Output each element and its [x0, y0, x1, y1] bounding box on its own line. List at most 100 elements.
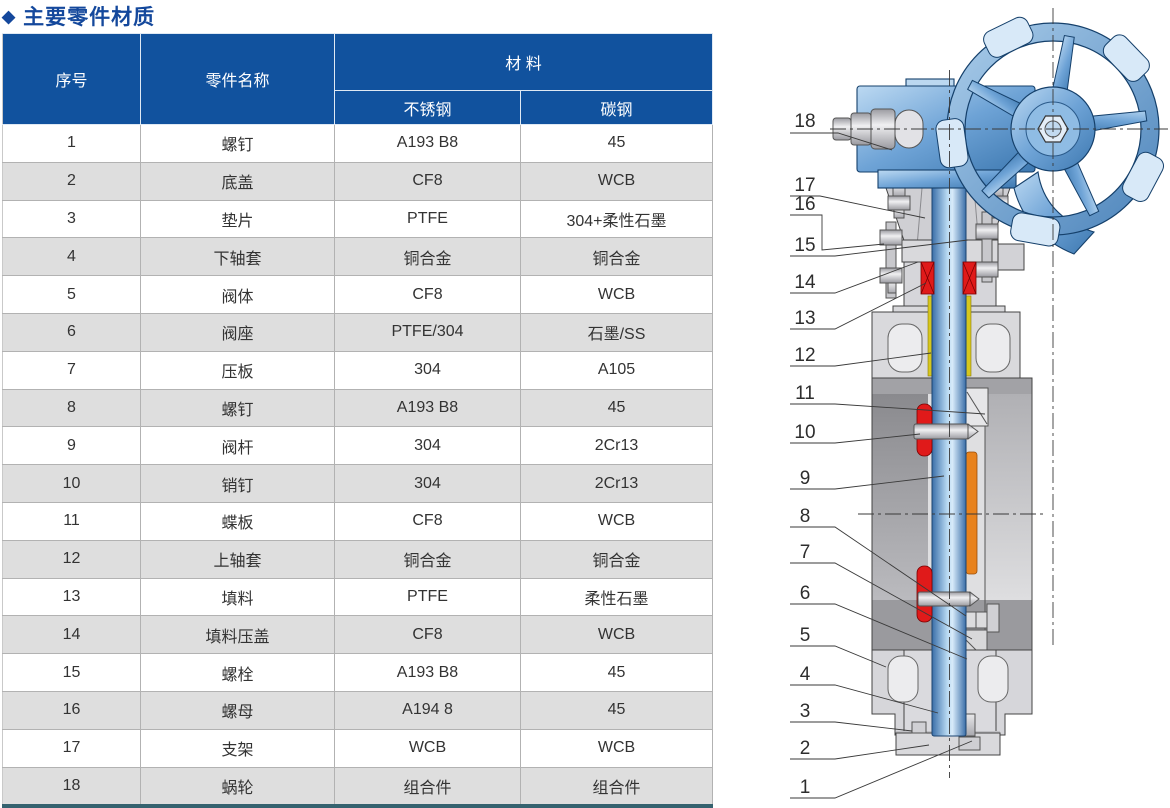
part-name: 阀座: [140, 312, 335, 352]
material-carbon: 石墨/SS: [519, 312, 714, 352]
material-stainless: 304: [334, 464, 521, 503]
table-row: 12 上轴套 铜合金 铜合金: [2, 539, 714, 579]
part-name: 压板: [140, 350, 335, 390]
row-no: 4: [2, 237, 141, 277]
part-name: 填料: [140, 577, 335, 617]
part-name: 阀体: [140, 275, 335, 314]
col-header-part: 零件名称: [140, 33, 335, 125]
material-carbon: WCB: [519, 161, 714, 201]
material-stainless: A193 B8: [334, 124, 521, 163]
valve-seat: [965, 451, 978, 575]
callout-1: 1: [800, 777, 811, 798]
page-title-text: 主要零件材质: [23, 6, 156, 29]
material-carbon: 45: [519, 388, 714, 428]
part-name: 螺钉: [140, 388, 335, 428]
callout-15: 15: [794, 235, 815, 256]
callout-5: 5: [800, 625, 811, 646]
table-row: 6 阀座 PTFE/304 石墨/SS: [2, 312, 714, 352]
callout-12: 12: [794, 345, 815, 366]
row-no: 2: [2, 161, 141, 201]
handwheel: [935, 16, 1165, 247]
part-name: 蝶板: [140, 501, 335, 541]
material-stainless: A194 8: [334, 690, 521, 730]
row-no: 10: [2, 464, 141, 503]
row-no: 11: [2, 501, 141, 541]
centerlines: [830, 8, 1168, 778]
callout-13: 13: [794, 308, 815, 329]
table-row: 3 垫片 PTFE 304+柔性石墨: [2, 199, 714, 239]
material-stainless: A193 B8: [334, 653, 521, 692]
material-stainless: CF8: [334, 615, 521, 655]
material-carbon: 组合件: [519, 766, 714, 807]
table-row: 18 蜗轮 组合件 组合件: [2, 766, 714, 807]
material-stainless: WCB: [334, 728, 521, 768]
row-no: 15: [2, 653, 141, 692]
material-carbon: 2Cr13: [519, 464, 714, 503]
row-no: 14: [2, 615, 141, 655]
material-stainless: PTFE: [334, 577, 521, 617]
table-row: 7 压板 304 A105: [2, 350, 714, 390]
table-row: 11 蝶板 CF8 WCB: [2, 501, 714, 541]
taper-pin: [913, 423, 980, 608]
table-row: 13 填料 PTFE 柔性石墨: [2, 577, 714, 617]
callout-6: 6: [800, 583, 811, 604]
material-carbon: 铜合金: [519, 539, 714, 579]
material-carbon: 304+柔性石墨: [519, 199, 714, 239]
col-header-stainless: 不锈钢: [334, 90, 521, 125]
material-carbon: 2Cr13: [519, 426, 714, 466]
col-header-no: 序号: [2, 33, 141, 125]
material-stainless: A193 B8: [334, 388, 521, 428]
table-row: 15 螺栓 A193 B8 45: [2, 653, 714, 692]
material-stainless: 304: [334, 350, 521, 390]
row-no: 18: [2, 766, 141, 807]
material-stainless: CF8: [334, 161, 521, 201]
row-no: 16: [2, 690, 141, 730]
table-row: 5 阀体 CF8 WCB: [2, 275, 714, 314]
table-row: 10 销钉 304 2Cr13: [2, 464, 714, 503]
material-stainless: 铜合金: [334, 539, 521, 579]
callout-14: 14: [794, 272, 816, 293]
material-stainless: PTFE/304: [334, 312, 521, 352]
callout-2: 2: [800, 738, 811, 759]
material-stainless: 铜合金: [334, 237, 521, 277]
col-header-material: 材 料: [333, 33, 714, 91]
callout-7: 7: [800, 542, 811, 563]
material-carbon: 45: [519, 124, 714, 163]
table-row: 4 下轴套 铜合金 铜合金: [2, 237, 714, 277]
material-carbon: WCB: [519, 501, 714, 541]
material-stainless: CF8: [334, 275, 521, 314]
material-carbon: 45: [519, 653, 714, 692]
callout-8: 8: [800, 506, 811, 527]
callout-leaders: [790, 132, 986, 799]
material-carbon: A105: [519, 350, 714, 390]
valve-stem: [931, 175, 967, 737]
table-row: 8 螺钉 A193 B8 45: [2, 388, 714, 428]
row-no: 12: [2, 539, 141, 579]
col-header-carbon: 碳钢: [519, 90, 714, 125]
part-name: 下轴套: [140, 237, 335, 277]
part-name: 上轴套: [140, 539, 335, 579]
part-name: 填料压盖: [140, 615, 335, 655]
material-stainless: 组合件: [334, 766, 521, 807]
callout-16: 16: [794, 194, 815, 215]
material-carbon: WCB: [519, 728, 714, 768]
table-row: 17 支架 WCB WCB: [2, 728, 714, 768]
diamond-icon: ◆: [2, 6, 17, 26]
material-carbon: 柔性石墨: [519, 577, 714, 617]
callout-3: 3: [800, 701, 811, 722]
callout-4: 4: [800, 664, 811, 685]
row-no: 8: [2, 388, 141, 428]
material-stainless: CF8: [334, 501, 521, 541]
packing-and-pins: [913, 261, 980, 623]
callout-10: 10: [794, 422, 815, 443]
part-name: 垫片: [140, 199, 335, 239]
material-stainless: 304: [334, 426, 521, 466]
row-no: 5: [2, 275, 141, 314]
callout-17: 17: [794, 175, 815, 196]
callout-18: 18: [794, 111, 815, 132]
callout-9: 9: [800, 468, 811, 489]
part-name: 支架: [140, 728, 335, 768]
row-no: 13: [2, 577, 141, 617]
